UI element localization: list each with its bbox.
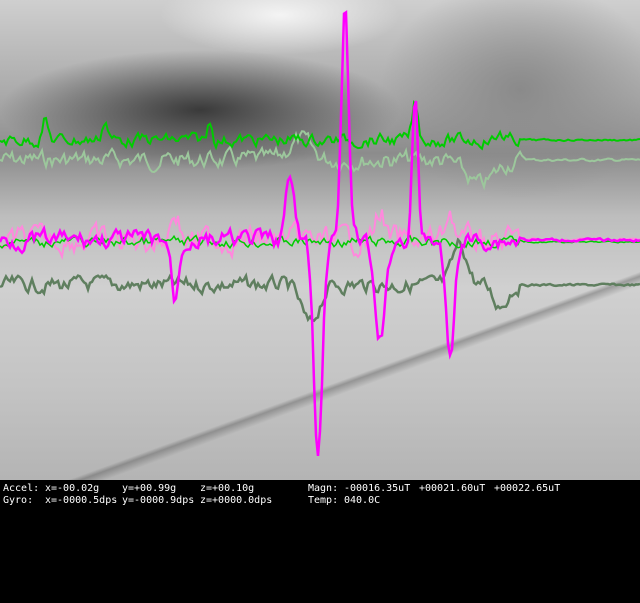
gyro-z: z=+0000.0dps	[200, 495, 273, 506]
accel-y: y=+00.99g	[122, 483, 177, 494]
accel-faded-trace	[0, 130, 640, 191]
accel-trace	[0, 99, 640, 151]
temp-label: Temp:	[308, 495, 339, 506]
sensor-readout-bar: Accel: x=-00.02g y=+00.99g z=+00.10g Mag…	[0, 480, 640, 512]
sensor-plot-overlay	[0, 10, 640, 457]
gyro-y: y=-0000.9dps	[122, 495, 195, 506]
accel-z: z=+00.10g	[200, 483, 255, 494]
gyro-x: x=-0000.5dps	[45, 495, 118, 506]
magn-trace	[0, 236, 640, 323]
accel-row: Accel: x=-00.02g y=+00.99g z=+00.10g Mag…	[0, 483, 640, 495]
accel-x: x=-00.02g	[45, 483, 100, 494]
magn-label: Magn:	[308, 483, 339, 494]
accel-x-trace	[0, 234, 640, 250]
temp-value: 040.0C	[344, 495, 381, 506]
gyro-trace	[0, 10, 640, 457]
magn-z: +00022.65uT	[494, 483, 561, 494]
magn-y: +00021.60uT	[419, 483, 486, 494]
gyro-label: Gyro:	[3, 495, 34, 506]
accel-label: Accel:	[3, 483, 40, 494]
gyro-faded-trace	[0, 209, 640, 261]
gyro-row: Gyro: x=-0000.5dps y=-0000.9dps z=+0000.…	[0, 495, 640, 507]
magn-x: -00016.35uT	[344, 483, 411, 494]
